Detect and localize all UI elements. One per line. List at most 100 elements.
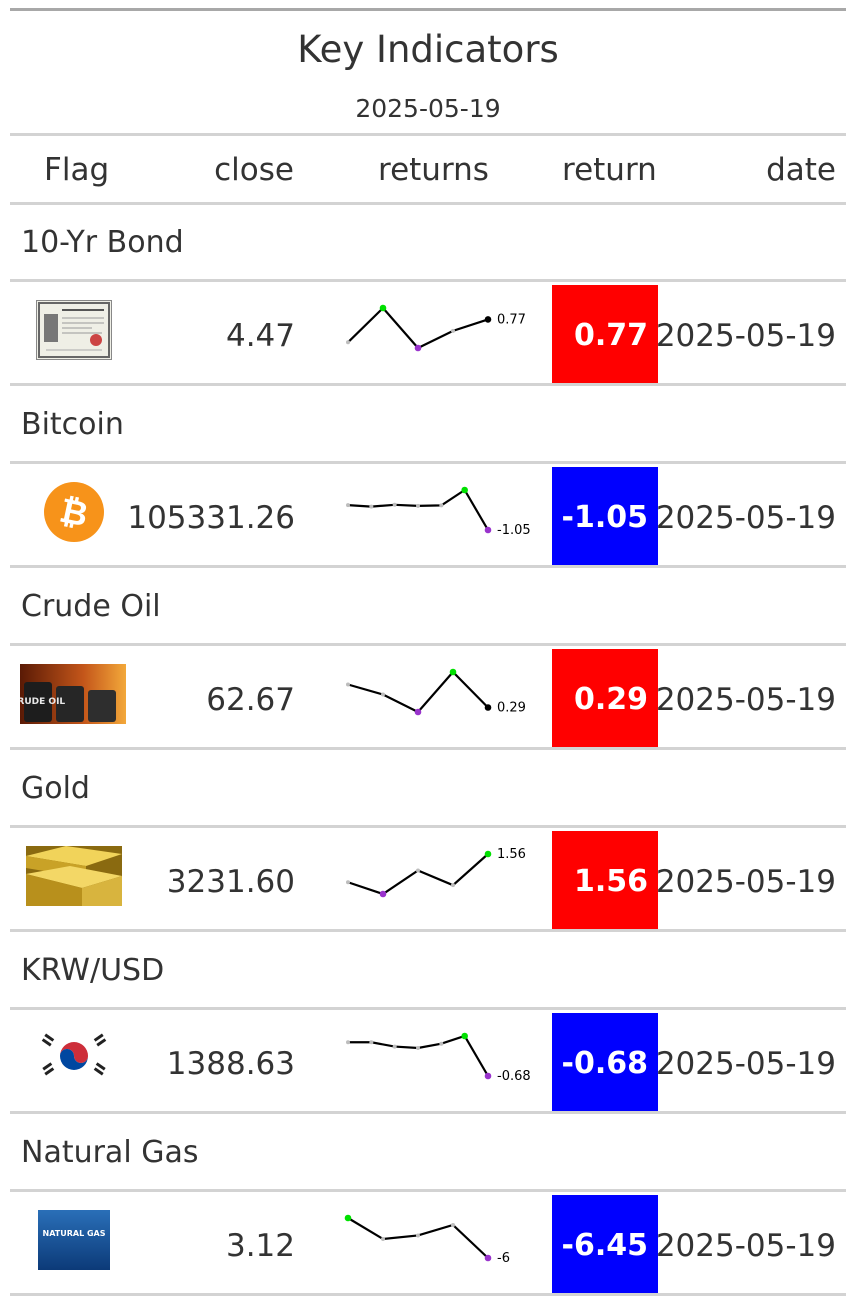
date-value: 2025-05-19 (655, 500, 836, 536)
sparkline-point (416, 868, 420, 873)
sparkline-point (451, 328, 455, 333)
table-title: Key Indicators (297, 28, 559, 71)
row-divider (10, 383, 846, 386)
row-divider (10, 565, 846, 568)
row-divider (10, 1111, 846, 1114)
row-divider (10, 1007, 846, 1010)
south-korea-flag-icon (40, 1030, 108, 1082)
gold-bars-icon (26, 846, 122, 906)
sparkline-path (347, 306, 489, 350)
returns-sparkline: -6 (344, 1214, 510, 1266)
date-value: 2025-05-19 (655, 864, 836, 900)
sparkline-point (461, 1032, 468, 1040)
crude-oil-flag-text: CRUDE OIL (20, 697, 65, 707)
sparkline-path (348, 1034, 489, 1077)
group-label-bitcoin: Bitcoin (21, 407, 124, 442)
row-divider (10, 929, 846, 932)
header-top-rule (10, 133, 846, 136)
group-label-gold: Gold (21, 771, 90, 806)
bond-certificate-icon (36, 300, 112, 360)
sparkline-path (347, 1217, 489, 1259)
returns-sparkline: -1.05 (346, 486, 531, 538)
column-header-flag: Flag (44, 152, 110, 188)
sparkline-end-label: -6 (497, 1251, 510, 1266)
returns-sparkline: 0.29 (346, 668, 526, 716)
table-top-border (10, 8, 846, 11)
sparkline-point (484, 850, 492, 858)
header-bottom-rule (10, 202, 846, 205)
date-value: 2025-05-19 (655, 318, 836, 354)
column-header-date: date (766, 152, 836, 188)
date-value: 2025-05-19 (655, 682, 836, 718)
sparkline-end-label: 0.29 (497, 701, 526, 716)
sparkline-point (346, 503, 350, 508)
column-header-returns: returns (378, 152, 489, 188)
bitcoin-icon: ₿ (44, 482, 104, 542)
column-header-return: return (562, 152, 657, 188)
sparkline-point (414, 344, 422, 352)
sparkline-point (484, 704, 492, 711)
sparkline-point (379, 304, 387, 312)
close-value: 105331.26 (127, 500, 295, 536)
natural-gas-icon: NATURAL GAS (38, 1210, 110, 1270)
sparkline-point (416, 503, 420, 508)
row-divider (10, 825, 846, 828)
sparkline-end-label: -1.05 (497, 523, 531, 538)
sparkline-point (484, 316, 492, 323)
sparkline-point (369, 504, 374, 509)
sparkline-path (347, 488, 489, 531)
returns-sparkline: 0.77 (346, 304, 526, 352)
sparkline-path (347, 853, 489, 896)
sparkline-point (346, 880, 350, 885)
group-label-natural-gas: Natural Gas (21, 1135, 199, 1170)
sparkline-point (484, 1254, 492, 1262)
close-value: 4.47 (225, 318, 295, 354)
sparkline-point (449, 668, 457, 676)
sparkline-point (381, 692, 385, 697)
group-label-10yr-bond: 10-Yr Bond (21, 225, 184, 260)
sparkline-path (347, 670, 489, 714)
row-divider (10, 747, 846, 750)
crude-oil-barrels-icon: CRUDE OIL (20, 664, 126, 724)
row-divider (10, 1189, 846, 1192)
returns-sparkline: 1.56 (346, 847, 526, 898)
sparkline-point (346, 340, 350, 345)
return-cell: 1.56 (552, 831, 658, 931)
return-cell: -1.05 (552, 467, 658, 567)
sparkline-point (381, 1236, 385, 1241)
row-divider (10, 643, 846, 646)
sparkline-point (414, 708, 422, 716)
sparkline-point (379, 890, 387, 898)
table-subtitle: 2025-05-19 (355, 94, 501, 123)
sparkline-point (344, 1214, 352, 1222)
sparkline-point (416, 1046, 420, 1050)
return-cell: 0.77 (552, 285, 658, 385)
sparkline-point (346, 1040, 350, 1045)
return-cell: -0.68 (552, 1013, 658, 1113)
natural-gas-flag-text: NATURAL GAS (43, 1229, 106, 1238)
sparkline-point (346, 682, 350, 687)
sparkline-point (439, 1041, 444, 1046)
sparkline-point (484, 526, 492, 534)
sparkline-point (451, 883, 455, 888)
group-label-krw-usd: KRW/USD (21, 953, 165, 988)
close-value: 1388.63 (166, 1046, 295, 1082)
date-value: 2025-05-19 (655, 1046, 836, 1082)
column-header-close: close (214, 152, 294, 188)
return-cell: -6.45 (552, 1195, 658, 1295)
table-bottom-rule (10, 1293, 846, 1296)
sparkline-point (484, 1072, 492, 1080)
sparkline-point (461, 486, 468, 494)
date-value: 2025-05-19 (655, 1228, 836, 1264)
return-cell: 0.29 (552, 649, 658, 749)
sparkline-end-label: 1.56 (497, 847, 526, 862)
returns-sparkline: -0.68 (346, 1032, 531, 1084)
sparkline-point (416, 1233, 420, 1238)
close-value: 62.67 (206, 682, 295, 718)
sparkline-end-label: -0.68 (497, 1069, 531, 1084)
row-divider (10, 279, 846, 282)
sparkline-point (369, 1040, 374, 1045)
sparkline-point (451, 1222, 455, 1227)
close-value: 3.12 (225, 1228, 295, 1264)
close-value: 3231.60 (166, 864, 295, 900)
